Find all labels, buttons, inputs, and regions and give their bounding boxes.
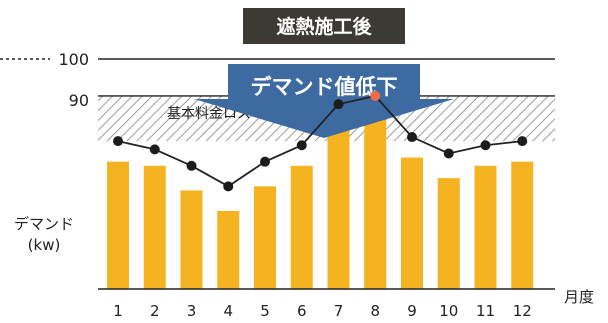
y-axis-ticks: 90 100 bbox=[58, 50, 89, 110]
x-axis-ticks: 1 2 3 4 5 6 7 8 9 10 11 12 bbox=[113, 302, 532, 320]
point-month-12 bbox=[517, 136, 528, 147]
bar-month-2 bbox=[143, 165, 166, 289]
x-tick-4: 4 bbox=[223, 302, 233, 320]
peak-point-month-8 bbox=[370, 90, 381, 101]
bar-month-9 bbox=[401, 157, 423, 289]
point-month-1 bbox=[113, 136, 123, 147]
x-axis-label: 月度 bbox=[564, 288, 594, 306]
y-tick-100: 100 bbox=[58, 50, 89, 69]
point-month-10 bbox=[443, 148, 454, 159]
demand-down-arrow: デマンド値低下 bbox=[194, 64, 454, 138]
bar-month-6 bbox=[290, 165, 313, 289]
chart-title-text: 遮熱施工後 bbox=[276, 15, 372, 38]
bar-month-1 bbox=[107, 161, 129, 289]
y-axis-label-line1: デマンド bbox=[14, 215, 74, 233]
x-tick-5: 5 bbox=[260, 302, 270, 320]
bar-month-12 bbox=[511, 161, 534, 289]
x-tick-10: 10 bbox=[439, 302, 458, 320]
point-month-5 bbox=[260, 156, 270, 167]
x-tick-12: 12 bbox=[513, 302, 532, 320]
chart-title: 遮熱施工後 bbox=[243, 8, 405, 44]
bar-month-5 bbox=[254, 186, 276, 289]
bar-month-8 bbox=[364, 108, 387, 290]
point-month-7 bbox=[333, 99, 344, 110]
point-month-2 bbox=[149, 144, 160, 155]
bar-month-11 bbox=[474, 165, 497, 289]
point-month-11 bbox=[480, 140, 491, 151]
demand-line bbox=[117, 94, 523, 188]
bar-month-7 bbox=[327, 120, 350, 289]
bar-series bbox=[107, 108, 534, 290]
y-axis-label-line2: (kw) bbox=[28, 236, 61, 254]
x-tick-3: 3 bbox=[187, 302, 197, 320]
arrow-shape bbox=[194, 64, 454, 138]
x-tick-6: 6 bbox=[297, 302, 307, 320]
x-tick-9: 9 bbox=[407, 302, 417, 320]
demand-points bbox=[113, 90, 528, 192]
point-month-9 bbox=[407, 132, 417, 143]
bar-month-3 bbox=[180, 190, 203, 289]
x-tick-1: 1 bbox=[113, 302, 123, 320]
point-month-4 bbox=[223, 181, 234, 192]
x-tick-11: 11 bbox=[476, 302, 495, 320]
x-tick-8: 8 bbox=[370, 302, 380, 320]
bar-month-4 bbox=[217, 210, 240, 289]
bar-month-10 bbox=[437, 178, 460, 289]
x-tick-2: 2 bbox=[150, 302, 160, 320]
point-month-6 bbox=[296, 140, 307, 151]
point-month-3 bbox=[186, 160, 197, 171]
y-tick-90: 90 bbox=[69, 91, 89, 110]
x-tick-7: 7 bbox=[334, 302, 344, 320]
